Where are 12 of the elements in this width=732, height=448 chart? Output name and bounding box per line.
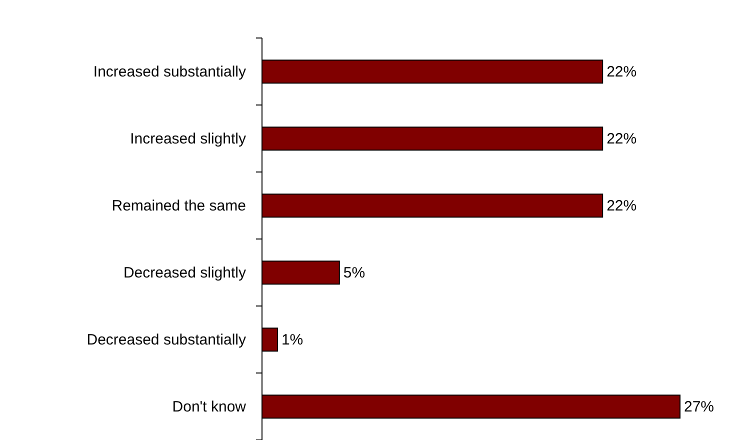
y-tick-label: Decreased slightly	[123, 264, 246, 282]
data-label: 22%	[606, 198, 637, 215]
data-label: 5%	[343, 264, 366, 282]
data-label: 27%	[684, 398, 714, 416]
data-label: 22%	[606, 130, 637, 148]
y-tick-label: Increased slightly	[130, 130, 246, 148]
data-label: 22%	[606, 64, 637, 81]
y-tick-label: Don't know	[172, 398, 246, 416]
y-tick-label: Remained the same	[112, 198, 246, 214]
y-tick-label: Decreased substantially	[86, 332, 246, 348]
y-tick-label: Increased substantially	[93, 64, 246, 80]
data-label: 1%	[281, 332, 304, 349]
